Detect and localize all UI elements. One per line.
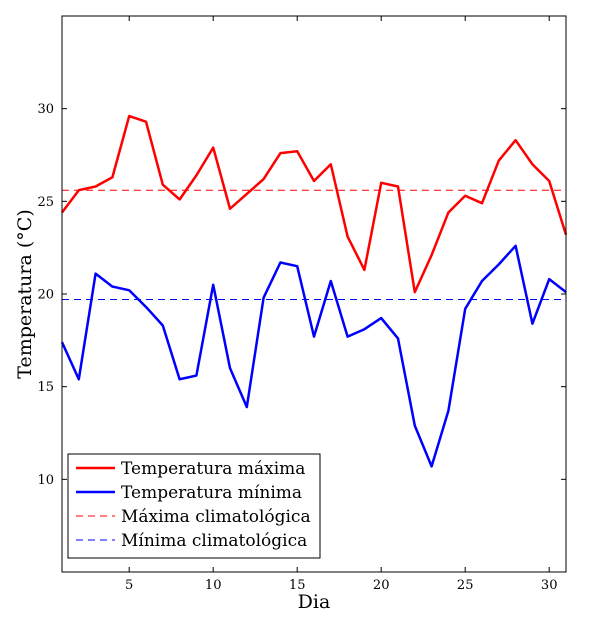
x-tick-label: 10 [205,578,222,593]
y-axis-label: Temperatura (°C) [14,209,36,378]
legend-label: Temperatura mínima [121,483,302,503]
series-line-1 [61,114,568,294]
y-tick-label: 25 [37,195,54,210]
y-tick-label: 15 [37,380,54,395]
legend: Temperatura máxima Temperatura mínima Máxi… [67,453,321,559]
x-tick-label: 30 [541,578,558,593]
x-tick-label: 5 [125,578,133,593]
x-tick-label: 15 [289,578,306,593]
legend-label: Temperatura máxima [121,459,305,479]
legend-label: Máxima climatológica [121,507,311,527]
series-layer [60,114,568,468]
y-tick-label: 20 [37,288,54,303]
series-line-2 [60,244,567,468]
y-tick-label: 10 [37,473,54,488]
x-axis-label: Dia [298,591,331,613]
legend-box [67,453,321,559]
y-tick-label: 30 [37,102,54,117]
x-tick-label: 20 [373,578,390,593]
plot-frame [61,15,567,573]
legend-label: Mínima climatológica [121,531,307,551]
axis-ticks: 5 10 15 20 25 30 10 15 20 25 30 [37,16,566,593]
x-tick-label: 25 [457,578,474,593]
